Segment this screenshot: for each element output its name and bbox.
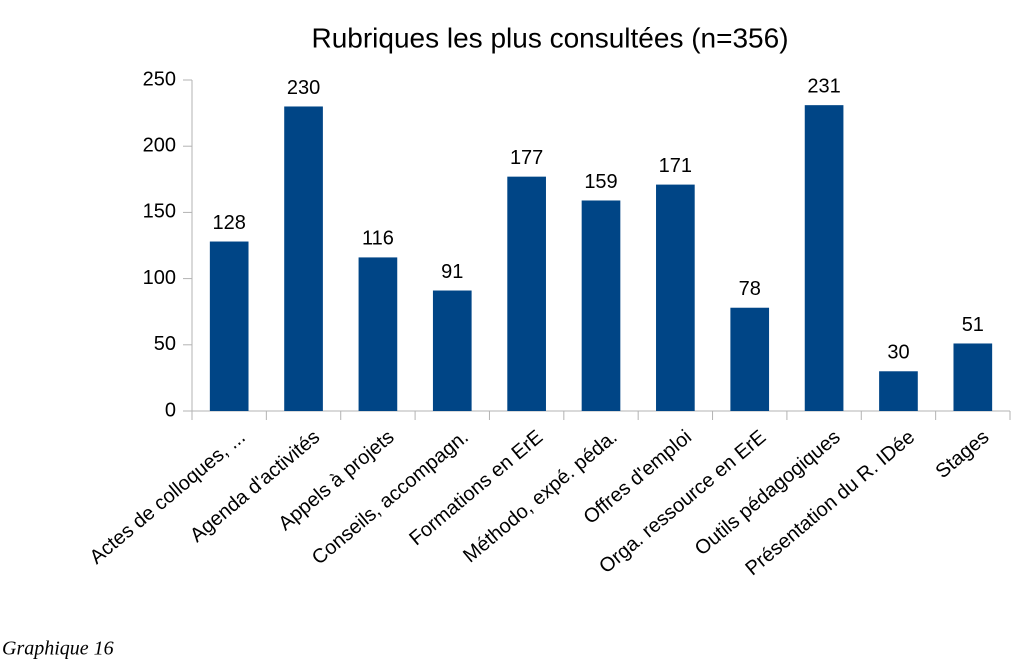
data-label: 51 [962,314,984,336]
y-tick-label: 250 [143,68,176,90]
bar [209,241,249,411]
bar [432,290,472,411]
y-tick-label: 200 [143,134,176,156]
data-label: 171 [659,155,692,177]
bar [879,371,918,411]
y-tick-label: 0 [165,399,176,421]
bar [656,184,695,411]
bar [953,343,993,411]
data-label: 78 [739,278,761,300]
data-label: 231 [807,75,840,97]
data-label: 91 [441,261,463,283]
caption: Graphique 16 [2,638,114,660]
bar [730,307,770,411]
data-label: 128 [212,212,245,234]
data-label: 159 [584,171,617,193]
bar [507,176,546,411]
bar [804,105,844,411]
x-tick-label: Formations en ErE [405,426,547,550]
data-label: 230 [287,77,320,99]
y-tick-label: 50 [154,333,176,355]
x-tick-label: Agenda d'activités [186,426,324,547]
x-tick-label: Stages [932,426,994,483]
y-tick-label: 100 [143,267,176,289]
bar [358,257,398,411]
bar [284,106,323,411]
data-label: 30 [887,342,909,364]
y-tick-label: 150 [143,201,176,223]
chart-title: Rubriques les plus consultées (n=356) [311,22,788,53]
data-label: 116 [362,228,394,250]
data-label: 177 [510,147,543,169]
bar [581,200,621,411]
